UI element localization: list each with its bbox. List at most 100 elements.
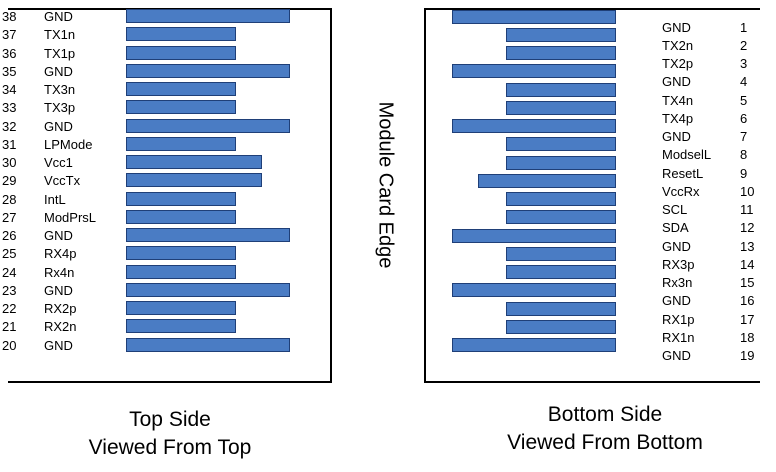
top-pin-label: GND	[44, 118, 73, 134]
bottom-pin-number: 8	[740, 147, 748, 163]
bottom-pin-pad	[452, 119, 616, 133]
bottom-pin-label: SCL	[662, 202, 688, 217]
bottom-pin-label: GND	[662, 293, 691, 309]
top-pin-pad	[126, 173, 262, 188]
bottom-pin-pad	[506, 210, 616, 225]
top-pin-number: 26	[2, 228, 17, 243]
top-pin-label: TX3n	[44, 82, 76, 97]
bottom-pin-pad	[506, 155, 616, 170]
bottom-pin-pad	[506, 265, 616, 279]
bottom-pin-label: GND	[662, 238, 691, 254]
top-pin-pad	[126, 264, 236, 279]
bottom-pin-label: TX4n	[662, 92, 694, 108]
top-pin-pad	[126, 82, 236, 96]
bottom-side-caption-subtitle: Viewed From Bottom	[507, 431, 703, 454]
top-pin-number: 21	[2, 319, 17, 335]
top-pin-pad	[126, 209, 236, 224]
top-pin-number: 36	[2, 45, 17, 61]
top-pin-number: 28	[2, 191, 17, 207]
bottom-pin-label: TX4p	[662, 110, 694, 126]
bottom-pin-label: RX1p	[662, 311, 695, 327]
top-pin-pad	[126, 45, 236, 60]
bottom-pin-number: 19	[740, 348, 755, 363]
bottom-pin-label: GND	[662, 19, 691, 35]
bottom-pin-label: Rx3n	[662, 275, 693, 290]
top-pin-number: 27	[2, 209, 17, 225]
bottom-pin-pad	[452, 283, 616, 298]
top-pin-number: 31	[2, 136, 17, 152]
bottom-pin-number: 1	[740, 19, 748, 35]
top-pin-label: Vcc1	[44, 155, 73, 170]
bottom-pin-number: 11	[740, 202, 754, 217]
top-pin-label: GND	[44, 337, 73, 353]
top-pin-label: GND	[44, 282, 73, 298]
top-pin-pad	[126, 9, 290, 23]
top-pin-label: GND	[44, 9, 73, 24]
top-pin-pad	[126, 63, 290, 78]
top-pin-pad	[126, 337, 290, 352]
bottom-pin-number: 2	[740, 37, 748, 53]
bottom-pin-pad	[506, 192, 616, 206]
bottom-pin-pad	[506, 27, 616, 42]
bottom-pin-pad	[452, 9, 616, 24]
top-side-caption-title: Top Side	[129, 408, 211, 431]
bottom-pin-number: 15	[740, 275, 755, 290]
top-pin-number: 20	[2, 337, 17, 353]
top-pin-number: 35	[2, 63, 17, 79]
top-pin-label: VccTx	[44, 173, 81, 189]
top-pin-number: 29	[2, 173, 17, 189]
top-pin-label: GND	[44, 63, 73, 79]
bottom-pin-number: 5	[740, 92, 748, 108]
module-card-edge-label: Module Card Edge	[374, 101, 397, 269]
top-pin-label: TX3p	[44, 100, 76, 116]
top-pin-pad	[126, 118, 290, 133]
top-pin-label: TX1n	[44, 27, 76, 43]
bottom-pin-pad	[506, 246, 616, 261]
top-side-caption-subtitle: Viewed From Top	[88, 436, 252, 459]
bottom-pin-number: 3	[740, 56, 748, 71]
top-side-caption: Top Side Viewed From Top	[40, 406, 300, 462]
top-pin-number: 33	[2, 100, 17, 116]
top-pin-pad	[126, 100, 236, 115]
bottom-pin-number: 6	[740, 110, 748, 126]
top-pin-pad	[126, 319, 236, 334]
bottom-pin-label: GND	[662, 348, 691, 363]
bottom-pin-pad	[452, 338, 616, 352]
bottom-pin-label: TX2n	[662, 37, 694, 53]
top-pin-number: 24	[2, 264, 17, 280]
bottom-pin-number: 17	[740, 311, 755, 327]
top-pin-label: RX2n	[44, 319, 77, 335]
top-pin-pad	[126, 228, 290, 242]
bottom-pin-pad	[506, 137, 616, 152]
bottom-pin-label: TX2p	[662, 56, 694, 71]
bottom-pin-label: VccRx	[662, 183, 700, 199]
top-pin-number: 25	[2, 246, 17, 262]
top-pin-number: 22	[2, 301, 17, 316]
top-pin-pad	[126, 136, 236, 151]
bottom-pin-number: 13	[740, 238, 755, 254]
top-pin-number: 30	[2, 155, 17, 170]
bottom-pin-pad	[452, 228, 616, 243]
top-pin-label: ModPrsL	[44, 209, 97, 225]
top-pin-pad	[126, 301, 236, 315]
top-pin-label: GND	[44, 228, 73, 243]
bottom-pin-pad	[452, 64, 616, 79]
bottom-pin-number: 16	[740, 293, 755, 309]
top-pin-pad	[126, 282, 290, 297]
bottom-pin-label: RX3p	[662, 256, 695, 272]
top-pin-label: RX2p	[44, 301, 77, 316]
bottom-pin-number: 7	[740, 129, 748, 144]
bottom-pin-pad	[506, 319, 616, 334]
bottom-pin-number: 14	[740, 256, 755, 272]
top-pin-label: IntL	[44, 191, 66, 207]
top-pin-number: 37	[2, 27, 17, 43]
bottom-pin-number: 12	[740, 220, 755, 236]
bottom-pin-pad	[506, 46, 616, 60]
bottom-pin-number: 9	[740, 165, 748, 181]
top-pin-pad	[126, 155, 262, 169]
bottom-pin-number: 18	[740, 329, 755, 345]
top-pin-number: 38	[2, 9, 17, 24]
top-pin-pad	[126, 191, 236, 206]
bottom-side-caption: Bottom Side Viewed From Bottom	[460, 401, 750, 457]
bottom-pin-label: SDA	[662, 220, 689, 236]
